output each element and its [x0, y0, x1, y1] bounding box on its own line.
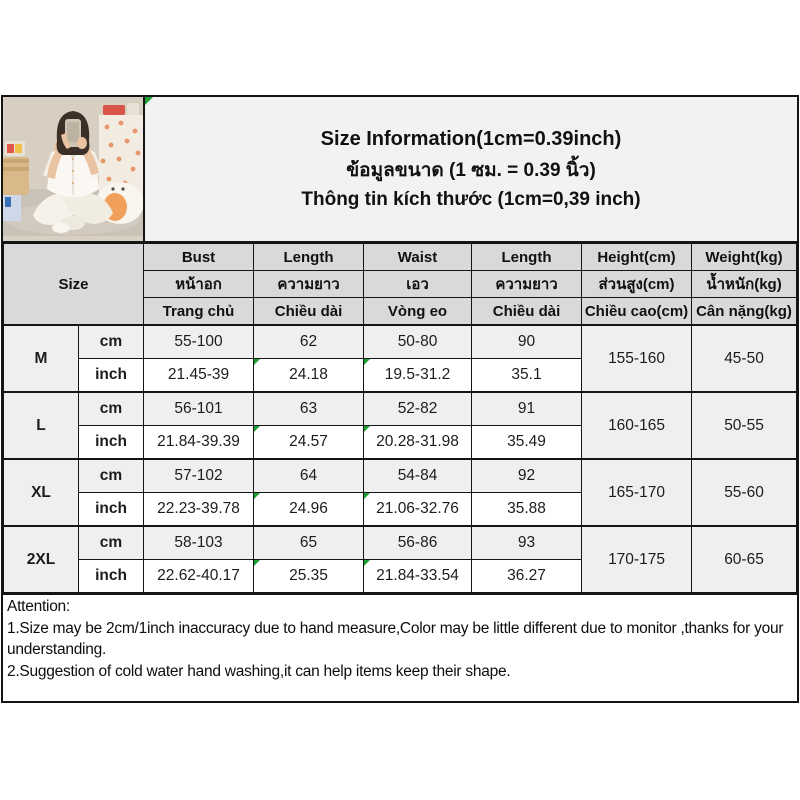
row-l-inch: inch 21.84-39.39 24.57 20.28-31.98 35.49: [4, 425, 797, 460]
cell-l-height: 160-165: [581, 391, 693, 460]
cell-l-waist-cm: 52-82: [363, 391, 473, 426]
cell-2xl-bust-cm: 58-103: [143, 525, 255, 560]
col-header-bust-vi: Trang chủ: [143, 297, 255, 326]
attention-section: Attention: 1.Size may be 2cm/1inch inacc…: [3, 593, 797, 701]
cell-xl-length2-cm: 92: [471, 458, 583, 493]
col-header-bust-en: Bust: [143, 243, 255, 271]
cell-m-length-cm: 62: [253, 324, 365, 359]
col-header-waist-th: เอว: [363, 270, 473, 298]
cell-m-length-inch: 24.18: [253, 358, 365, 393]
cell-2xl-weight: 60-65: [691, 525, 798, 593]
cell-2xl-length2-inch: 36.27: [471, 559, 583, 593]
row-m-cm: M cm 55-100 62 50-80 90 155-160 45-50: [3, 324, 798, 393]
cell-m-length2-cm: 90: [471, 324, 583, 359]
cell-2xl-waist-inch: 21.84-33.54: [363, 559, 473, 593]
size-label-m: M: [3, 324, 79, 393]
row-m-inch: inch 21.45-39 24.18 19.5-31.2 35.1: [4, 358, 797, 393]
title-thai: ข้อมูลขนาด (1 ซม. = 0.39 นิ้ว): [346, 159, 596, 181]
col-header-weight-en: Weight(kg): [691, 243, 798, 271]
cell-m-waist-inch: 19.5-31.2: [363, 358, 473, 393]
cell-l-length-inch: 24.57: [253, 425, 365, 460]
size-label-2xl: 2XL: [3, 525, 79, 593]
unit-label-cm: cm: [77, 324, 145, 359]
unit-label-inch: inch: [77, 559, 145, 593]
cell-xl-height: 165-170: [581, 458, 693, 527]
cell-xl-length-inch: 24.96: [253, 492, 365, 527]
product-photo: [3, 97, 145, 241]
unit-label-inch: inch: [77, 492, 145, 527]
cell-m-height: 155-160: [581, 324, 693, 393]
unit-label-inch: inch: [77, 425, 145, 460]
cell-m-weight: 45-50: [691, 324, 798, 393]
cell-m-waist-cm: 50-80: [363, 324, 473, 359]
size-label-l: L: [3, 391, 79, 460]
cell-xl-waist-inch: 21.06-32.76: [363, 492, 473, 527]
cell-l-length2-cm: 91: [471, 391, 583, 426]
size-header-cell: Size: [2, 243, 145, 326]
cell-2xl-length2-cm: 93: [471, 525, 583, 560]
unit-label-cm: cm: [77, 391, 145, 426]
cell-m-length2-inch: 35.1: [471, 358, 583, 393]
col-header-length2-th: ความยาว: [471, 270, 583, 298]
attention-note-2: 2.Suggestion of cold water hand washing,…: [7, 663, 511, 681]
col-header-length-th: ความยาว: [253, 270, 365, 298]
header-row-english: Size Bust Length Waist Length Height(cm)…: [2, 243, 798, 326]
cell-xl-bust-inch: 22.23-39.78: [143, 492, 255, 527]
header-row: Size Information(1cm=0.39inch) ข้อมูลขนา…: [3, 97, 797, 243]
size-chart-sheet: Size Information(1cm=0.39inch) ข้อมูลขนา…: [1, 95, 799, 703]
cell-2xl-bust-inch: 22.62-40.17: [143, 559, 255, 593]
col-header-length-vi: Chiều dài: [253, 297, 365, 326]
cell-l-length-cm: 63: [253, 391, 365, 426]
col-header-weight-th: น้ำหนัก(kg): [691, 270, 798, 298]
product-photo-illustration: [3, 97, 143, 236]
col-header-height-th: ส่วนสูง(cm): [581, 270, 693, 298]
cell-m-bust-inch: 21.45-39: [143, 358, 255, 393]
cell-l-length2-inch: 35.49: [471, 425, 583, 460]
cell-l-bust-inch: 21.84-39.39: [143, 425, 255, 460]
size-label-xl: XL: [3, 458, 79, 527]
row-2xl-cm: 2XL cm 58-103 65 56-86 93 170-175 60-65: [3, 525, 798, 593]
attention-note-1: 1.Size may be 2cm/1inch inaccuracy due t…: [7, 619, 784, 659]
title-english: Size Information(1cm=0.39inch): [320, 127, 622, 150]
header-row-thai: หน้าอก ความยาว เอว ความยาว ส่วนสูง(cm) น…: [4, 270, 798, 298]
cell-2xl-length-cm: 65: [253, 525, 365, 560]
cell-l-weight: 50-55: [691, 391, 798, 460]
cell-l-bust-cm: 56-101: [143, 391, 255, 426]
col-header-length-en: Length: [253, 243, 365, 271]
col-header-length2-en: Length: [471, 243, 583, 271]
unit-label-cm: cm: [77, 458, 145, 493]
cell-2xl-waist-cm: 56-86: [363, 525, 473, 560]
cell-l-waist-inch: 20.28-31.98: [363, 425, 473, 460]
size-table: Size Bust Length Waist Length Height(cm)…: [2, 243, 798, 593]
unit-label-cm: cm: [77, 525, 145, 560]
col-header-height-en: Height(cm): [581, 243, 693, 271]
title-vietnamese: Thông tin kích thước (1cm=0,39 inch): [301, 188, 641, 210]
col-header-length2-vi: Chiều dài: [471, 297, 583, 326]
unit-label-inch: inch: [77, 358, 145, 393]
title-block: Size Information(1cm=0.39inch) ข้อมูลขนา…: [145, 97, 797, 241]
cell-xl-length2-inch: 35.88: [471, 492, 583, 527]
col-header-waist-vi: Vòng eo: [363, 297, 473, 326]
cell-xl-weight: 55-60: [691, 458, 798, 527]
col-header-weight-vi: Cân nặng(kg): [691, 297, 798, 326]
attention-heading: Attention:: [7, 598, 70, 615]
cell-m-bust-cm: 55-100: [143, 324, 255, 359]
row-l-cm: L cm 56-101 63 52-82 91 160-165 50-55: [3, 391, 798, 460]
col-header-bust-th: หน้าอก: [143, 270, 255, 298]
cell-2xl-height: 170-175: [581, 525, 693, 593]
cell-xl-waist-cm: 54-84: [363, 458, 473, 493]
row-2xl-inch: inch 22.62-40.17 25.35 21.84-33.54 36.27: [4, 559, 797, 593]
col-header-waist-en: Waist: [363, 243, 473, 271]
cell-xl-length-cm: 64: [253, 458, 365, 493]
cell-2xl-length-inch: 25.35: [253, 559, 365, 593]
col-header-height-vi: Chiều cao(cm): [581, 297, 693, 326]
row-xl-inch: inch 22.23-39.78 24.96 21.06-32.76 35.88: [4, 492, 797, 527]
cell-xl-bust-cm: 57-102: [143, 458, 255, 493]
row-xl-cm: XL cm 57-102 64 54-84 92 165-170 55-60: [3, 458, 798, 527]
